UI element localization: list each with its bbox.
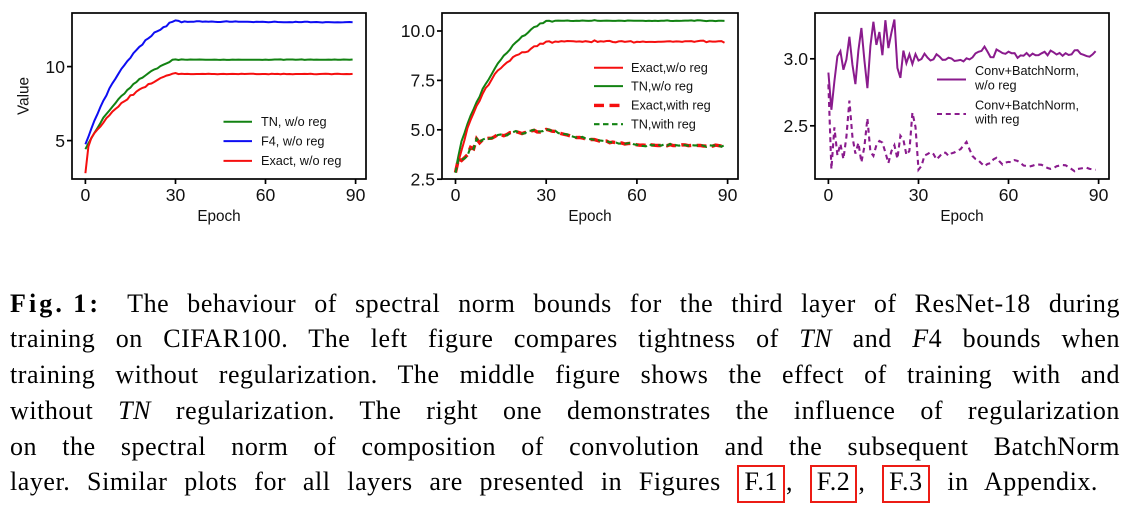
svg-text:0: 0 <box>824 185 834 205</box>
svg-text:Value: Value <box>16 77 33 115</box>
svg-text:Epoch: Epoch <box>568 208 611 225</box>
svg-text:5: 5 <box>55 131 65 151</box>
svg-text:2.5: 2.5 <box>784 116 809 136</box>
svg-text:TN,with reg: TN,with reg <box>631 117 696 131</box>
svg-text:Exact,w/o reg: Exact,w/o reg <box>631 61 708 75</box>
svg-text:with reg: with reg <box>974 113 1019 127</box>
svg-text:3.0: 3.0 <box>784 49 809 69</box>
svg-text:30: 30 <box>536 185 556 205</box>
svg-text:10: 10 <box>45 57 65 77</box>
svg-text:30: 30 <box>909 185 929 205</box>
svg-text:TN,w/o reg: TN,w/o reg <box>631 79 693 93</box>
svg-text:Conv+BatchNorm,: Conv+BatchNorm, <box>975 98 1079 112</box>
svg-text:Conv+BatchNorm,: Conv+BatchNorm, <box>975 64 1079 78</box>
svg-text:10.0: 10.0 <box>401 21 435 41</box>
svg-text:F4, w/o reg: F4, w/o reg <box>261 134 324 148</box>
svg-text:0: 0 <box>451 185 461 205</box>
svg-text:Exact, w/o reg: Exact, w/o reg <box>261 154 341 168</box>
svg-text:90: 90 <box>718 185 738 205</box>
svg-text:2.5: 2.5 <box>411 169 436 189</box>
svg-text:60: 60 <box>999 185 1019 205</box>
svg-text:TN, w/o reg: TN, w/o reg <box>261 115 327 129</box>
svg-text:60: 60 <box>627 185 647 205</box>
svg-text:5.0: 5.0 <box>411 120 436 140</box>
svg-text:7.5: 7.5 <box>411 71 436 91</box>
svg-text:Epoch: Epoch <box>940 208 983 225</box>
svg-text:Epoch: Epoch <box>197 208 240 225</box>
svg-text:90: 90 <box>1089 185 1109 205</box>
svg-text:30: 30 <box>166 185 186 205</box>
svg-text:60: 60 <box>256 185 276 205</box>
svg-text:Exact,with reg: Exact,with reg <box>631 99 711 113</box>
svg-text:w/o reg: w/o reg <box>974 78 1017 92</box>
svg-text:90: 90 <box>346 185 366 205</box>
svg-text:0: 0 <box>81 185 91 205</box>
